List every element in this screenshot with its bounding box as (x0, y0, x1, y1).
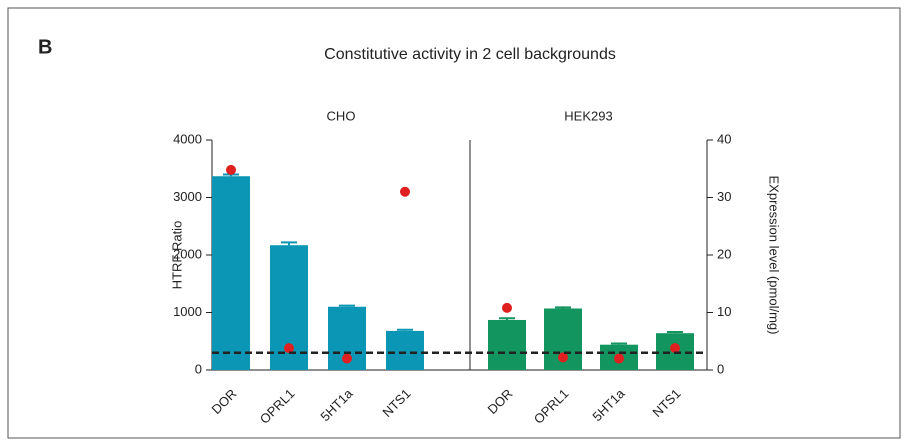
x-tick-label: DOR (209, 386, 240, 417)
expression-dot (284, 343, 294, 354)
y2-tick-label: 20 (717, 246, 731, 261)
error-bar (611, 342, 627, 345)
x-tick-label: OPRL1 (257, 386, 298, 427)
error-bar (555, 306, 571, 309)
frame (7, 7, 901, 439)
expression-dot (226, 164, 236, 175)
expression-dot (614, 353, 624, 364)
bar (212, 176, 250, 370)
error-bar (499, 317, 515, 320)
error-bar (281, 241, 297, 246)
expression-dot (400, 186, 410, 197)
y-tick-label: 0 (195, 361, 202, 376)
y-tick-label: 3000 (173, 189, 202, 204)
x-tick-label: OPRL1 (531, 386, 572, 427)
group-label: HEK293 (564, 108, 612, 123)
expression-dot (670, 343, 680, 354)
y-axis-label: HTRF Ratio (169, 221, 184, 290)
y-tick-label: 2000 (173, 246, 202, 261)
x-tick-label: 5HT1a (317, 385, 356, 424)
expression-dot (502, 302, 512, 313)
y2-axis-label: EXpression level (pmol/mg) (767, 176, 782, 335)
y-tick-label: 4000 (173, 131, 202, 146)
error-bar (397, 328, 413, 331)
error-bar (339, 304, 355, 307)
x-tick-label: NTS1 (649, 386, 683, 420)
expression-dot (342, 353, 352, 364)
bar (386, 330, 424, 370)
panel-label: B (38, 36, 52, 58)
y-tick-label: 1000 (173, 304, 202, 319)
y2-tick-label: 40 (717, 131, 731, 146)
x-tick-label: 5HT1a (589, 385, 628, 424)
y2-tick-label: 30 (717, 189, 731, 204)
y2-tick-label: 10 (717, 304, 731, 319)
x-tick-label: NTS1 (379, 386, 413, 420)
bar (488, 319, 526, 370)
chart-title: Constitutive activity in 2 cell backgrou… (324, 46, 616, 63)
y2-tick-label: 0 (717, 361, 724, 376)
error-bar (667, 331, 683, 334)
x-tick-label: DOR (485, 386, 516, 417)
group-label: CHO (327, 108, 356, 123)
expression-dot (558, 352, 568, 363)
